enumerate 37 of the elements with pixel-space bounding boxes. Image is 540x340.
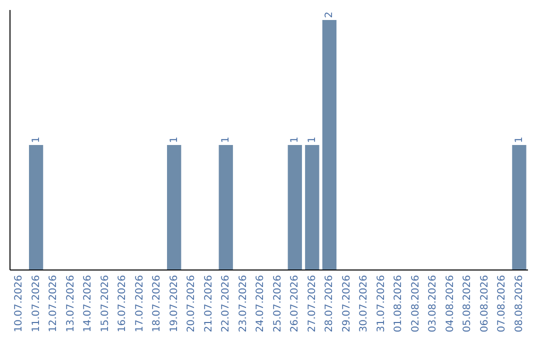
x-tick-label: 20.07.2026 <box>186 275 198 332</box>
data-label: 1 <box>514 136 525 143</box>
x-tick-label: 27.07.2026 <box>306 275 318 332</box>
x-tick-label: 13.07.2026 <box>65 275 76 332</box>
x-tick-label: 22.07.2026 <box>220 275 232 332</box>
x-tick-label: 28.07.2026 <box>324 275 336 332</box>
x-tick-label: 26.07.2026 <box>290 275 301 332</box>
x-tick-label: 17.07.2026 <box>134 275 146 332</box>
x-tick-label: 31.07.2026 <box>376 275 387 332</box>
x-tick-label: 07.08.2026 <box>496 275 508 332</box>
x-tick-label: 18.07.2026 <box>152 275 163 332</box>
x-tick-label: 24.07.2026 <box>255 275 266 332</box>
x-tick-label: 05.08.2026 <box>462 275 474 332</box>
data-label: 1 <box>306 136 318 143</box>
data-label: 1 <box>290 136 301 143</box>
x-tick-label: 14.07.2026 <box>82 275 94 332</box>
data-label: 2 <box>324 12 336 18</box>
x-tick-label: 25.07.2026 <box>272 275 284 332</box>
x-tick-label: 08.08.2026 <box>514 275 525 332</box>
x-tick-label: 03.08.2026 <box>428 275 439 332</box>
x-tick-label: 29.07.2026 <box>341 275 352 332</box>
data-label: 1 <box>30 136 42 143</box>
x-tick-label: 04.08.2026 <box>444 275 456 332</box>
x-tick-label: 15.07.2026 <box>100 275 111 332</box>
data-label: 1 <box>220 136 232 143</box>
x-tick-label: 16.07.2026 <box>117 275 128 332</box>
data-label: 1 <box>168 136 180 143</box>
x-tick-label: 19.07.2026 <box>168 275 180 332</box>
x-tick-label: 30.07.2026 <box>358 275 370 332</box>
x-tick-label: 10.07.2026 <box>14 275 25 332</box>
x-tick-label: 11.07.2026 <box>30 275 42 332</box>
x-tick-label: 23.07.2026 <box>238 275 249 332</box>
x-tick-label: 21.07.2026 <box>203 275 214 332</box>
x-tick-label: 06.08.2026 <box>479 275 490 332</box>
x-tick-label: 01.08.2026 <box>393 275 404 332</box>
x-tick-label: 02.08.2026 <box>410 275 422 332</box>
x-tick-label: 12.07.2026 <box>48 275 60 332</box>
